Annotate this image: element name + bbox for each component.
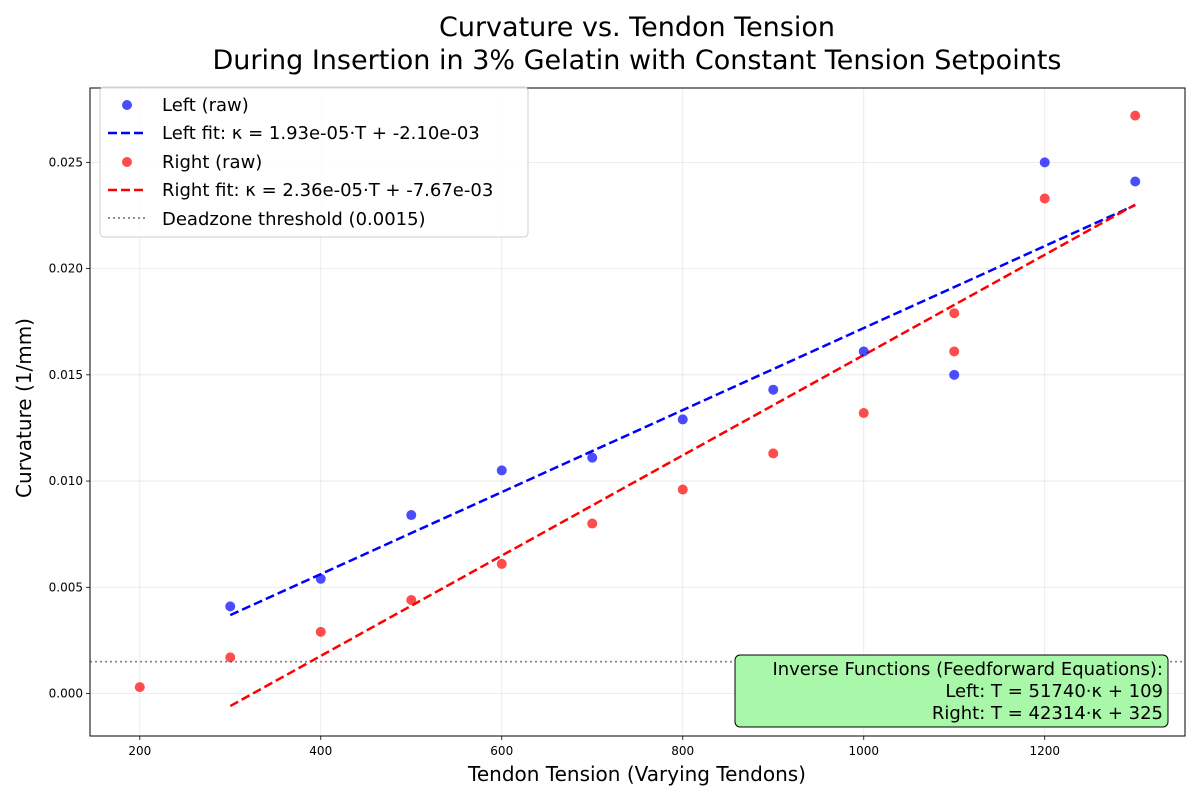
right-raw-point [949,346,960,357]
legend: Left (raw) Left fit: κ = 1.93e-05·T + -2… [99,86,529,238]
legend-label-deadzone: Deadzone threshold (0.0015) [162,209,426,230]
annotation-line-2: Left: T = 51740·κ + 109 [945,681,1163,702]
y-tick-label: 0.015 [49,368,83,382]
legend-label-left-fit: Left fit: κ = 1.93e-05·T + -2.10e-03 [162,123,480,144]
chart-title-line-2: During Insertion in 3% Gelatin with Cons… [213,45,1062,76]
right-raw-point [406,595,417,606]
left-fit-line [229,203,1136,617]
legend-frame [99,86,529,238]
right-fit-line [229,203,1136,708]
x-tick-label: 1000 [848,744,879,758]
right-raw-point [677,484,688,495]
left-raw-point [496,465,507,476]
legend-marker-right-raw [122,157,132,167]
left-raw-point [858,346,869,357]
x-tick-label: 200 [128,744,151,758]
x-tick-label: 400 [309,744,332,758]
y-axis-label: Curvature (1/mm) [12,318,36,498]
y-tick-label: 0.010 [49,474,83,488]
y-tick-label: 0.000 [49,687,83,701]
chart-title-line-1: Curvature vs. Tendon Tension [439,12,835,43]
left-raw-point [768,384,779,395]
right-raw-point [1130,110,1141,121]
left-raw-point [587,452,598,463]
legend-marker-left-raw [122,100,132,110]
annotation-line-1: Inverse Functions (Feedforward Equations… [772,659,1163,680]
left-raw-point [949,369,960,380]
left-raw-point [1039,157,1050,168]
right-raw-point [768,448,779,459]
x-tick-label: 1200 [1029,744,1060,758]
x-axis-label: Tendon Tension (Varying Tendons) [467,762,806,786]
left-raw-point [1130,176,1141,187]
right-raw-point [858,408,869,419]
right-raw-point [134,682,145,693]
y-tick-label: 0.005 [49,580,83,594]
right-raw-point [587,518,598,529]
legend-label-left-raw: Left (raw) [162,95,249,116]
right-raw-point [949,308,960,319]
inverse-functions-annotation: Inverse Functions (Feedforward Equations… [734,654,1169,728]
right-raw-point [315,626,326,637]
left-raw-point [406,510,417,521]
x-tick-label: 800 [671,744,694,758]
annotation-box [734,654,1169,728]
y-tick-label: 0.020 [49,262,83,276]
right-raw-point [496,558,507,569]
legend-label-right-fit: Right fit: κ = 2.36e-05·T + -7.67e-03 [162,180,493,201]
x-tick-label: 600 [490,744,513,758]
left-raw-point [225,601,236,612]
axes-ticks: 200 400 600 800 1000 1200 0.000 0.005 0.010 0.015… [49,155,1060,758]
right-raw-point [1039,193,1050,204]
legend-label-right-raw: Right (raw) [162,152,262,173]
left-raw-point [677,414,688,425]
annotation-line-3: Right: T = 42314·κ + 325 [932,703,1163,724]
left-raw-point [315,573,326,584]
y-tick-label: 0.025 [49,155,83,169]
plot-frame [89,87,1186,737]
right-raw-point [225,652,236,663]
plot-area [90,110,1185,708]
